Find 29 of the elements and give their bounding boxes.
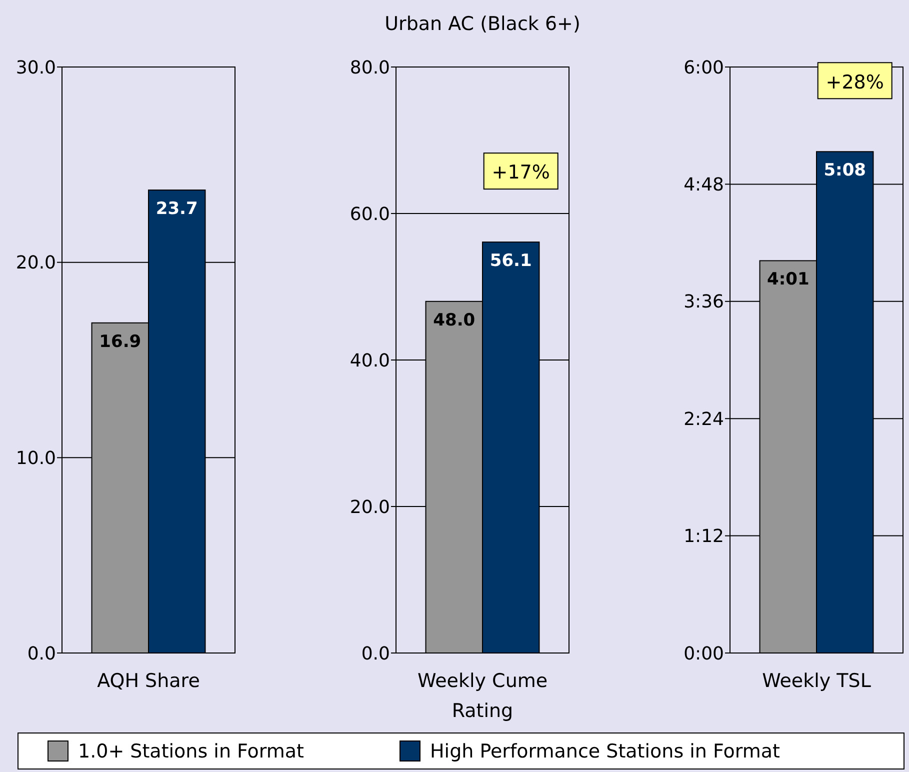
annotation: +17%: [492, 162, 550, 184]
y-tick-label: 6:00: [684, 57, 724, 78]
legend-label: High Performance Stations in Format: [430, 740, 780, 763]
x-tick-label: Weekly Cume Rating: [417, 670, 548, 722]
data-label: 48.0: [433, 310, 476, 330]
y-tick-label: 0.0: [361, 643, 390, 664]
y-tick-label: 80.0: [350, 57, 390, 78]
y-tick-label: 60.0: [350, 204, 390, 225]
legend-label: 1.0+ Stations in Format: [78, 740, 304, 763]
y-tick-label: 3:36: [684, 292, 724, 313]
y-tick-label: 10.0: [16, 448, 56, 469]
x-tick-label: Weekly TSL: [762, 670, 872, 692]
y-tick-label: 20.0: [350, 496, 390, 518]
y-tick-label: 30.0: [16, 57, 56, 78]
y-tick-label: 4:48: [684, 174, 724, 196]
y-tick-label: 1:12: [684, 526, 724, 548]
data-label: 16.9: [99, 332, 142, 352]
y-tick-label: 0:00: [684, 643, 724, 664]
chart-title: Urban AC (Black 6+): [384, 13, 580, 35]
data-label: 4:01: [766, 270, 810, 290]
y-tick-label: 40.0: [350, 350, 390, 372]
y-tick-label: 0.0: [27, 643, 56, 664]
data-label: 5:08: [824, 160, 866, 181]
x-tick-label: AQH Share: [97, 670, 200, 692]
annotation: +28%: [826, 71, 884, 94]
data-label: 56.1: [490, 251, 532, 272]
y-tick-label: 2:24: [684, 408, 724, 430]
y-tick-label: 20.0: [16, 252, 56, 274]
data-label: 23.7: [156, 199, 198, 220]
